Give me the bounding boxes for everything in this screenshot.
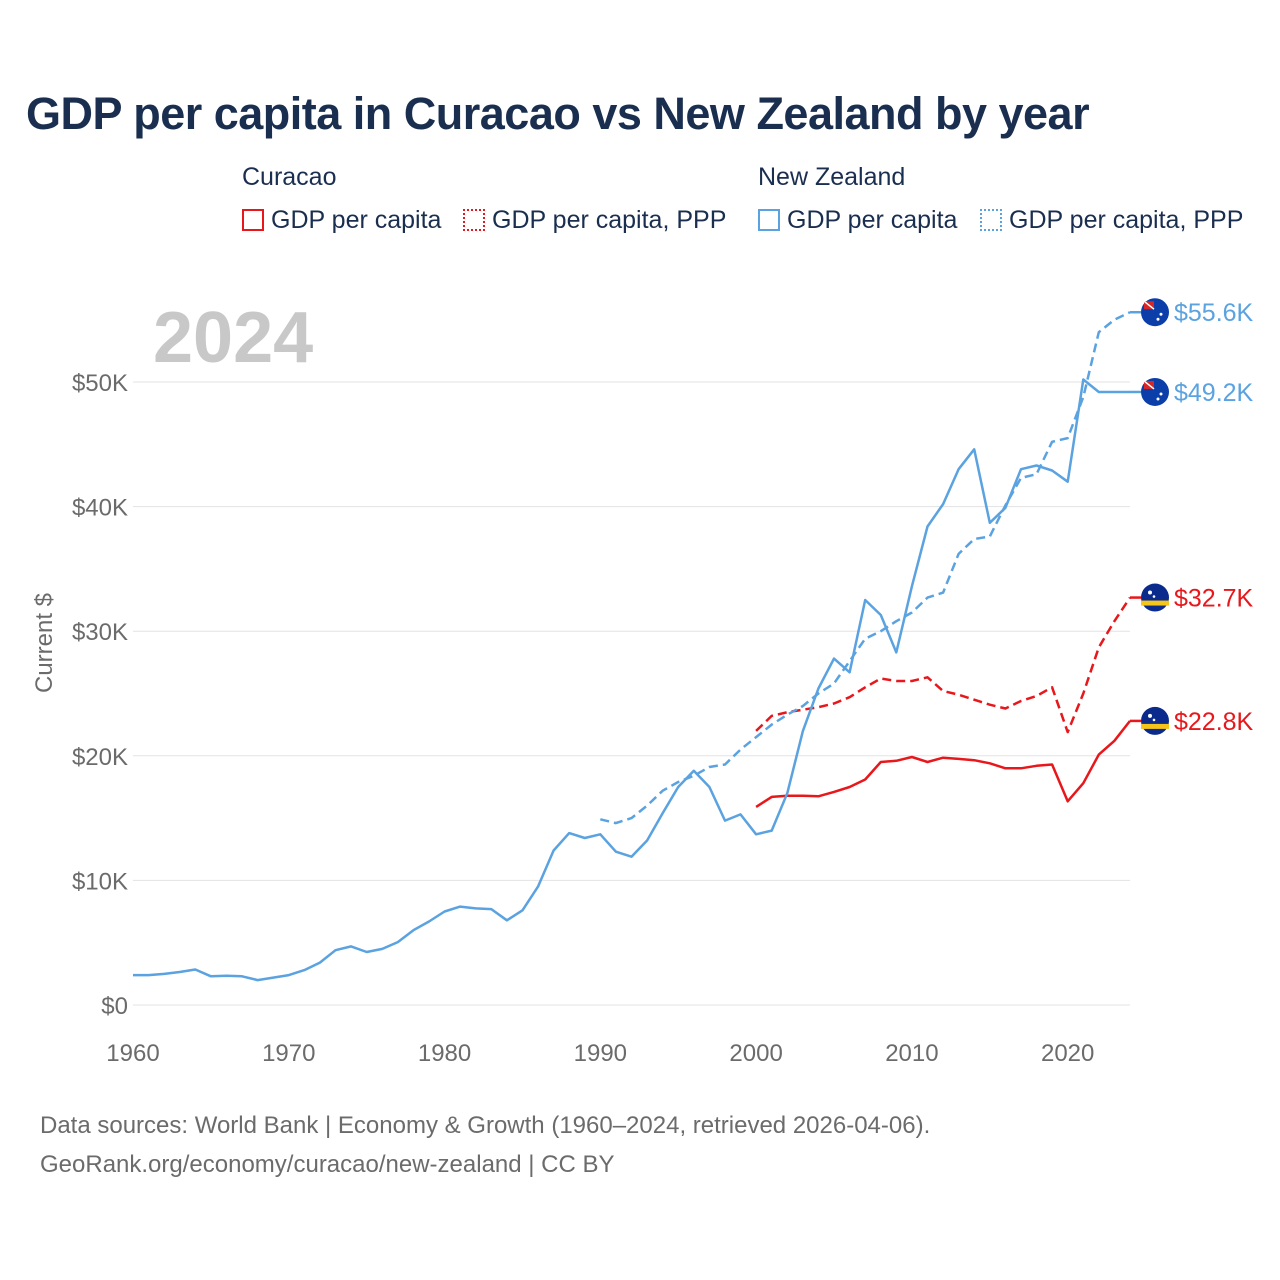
year-watermark: 2024 — [153, 298, 313, 378]
flag-field — [1141, 706, 1169, 735]
x-tick-label: 1970 — [262, 1040, 315, 1067]
legend-label: GDP per capita, PPP — [492, 205, 727, 234]
x-tick-label: 2010 — [885, 1040, 938, 1067]
legend-label: GDP per capita, PPP — [1009, 205, 1244, 234]
flag-cross — [1143, 300, 1155, 310]
x-tick-label: 1960 — [106, 1040, 159, 1067]
legend-item-curacao-gdp-ppp[interactable]: GDP per capita, PPP — [463, 205, 726, 235]
x-tick-label: 2000 — [729, 1040, 782, 1067]
x-tick-label: 1980 — [418, 1040, 471, 1067]
flag-cross — [1143, 380, 1155, 390]
y-tick-label: $20K — [72, 744, 128, 771]
y-tick-label: $0 — [101, 993, 128, 1020]
legend-item-new-zealand-gdp-ppp[interactable]: GDP per capita, PPP — [980, 205, 1243, 235]
legend-label: GDP per capita — [787, 205, 958, 234]
legend-swatch-solid-blue — [758, 209, 780, 231]
x-tick-label: 1990 — [574, 1040, 627, 1067]
curacao-gdp-ppp-line — [755, 596, 1132, 734]
legend-group-curacao: Curacao — [242, 163, 337, 191]
curacao-flag-icon — [1141, 583, 1169, 612]
flag-star — [1148, 713, 1152, 718]
flag-stripe — [1141, 600, 1169, 606]
legend-label: GDP per capita — [271, 205, 442, 234]
y-tick-label: $30K — [72, 619, 128, 646]
flag-star — [1152, 595, 1156, 598]
series-end-markers: $22.8K $32.7K $49.2K $55.6K — [1130, 298, 1254, 736]
gridlines — [133, 381, 1130, 1006]
y-tick-label: $10K — [72, 868, 128, 895]
end-value-label: $32.7K — [1174, 585, 1254, 613]
new-zealand-gdp-ppp-line — [600, 311, 1131, 825]
curacao-gdp-line — [755, 720, 1131, 808]
end-value-label: $49.2K — [1174, 379, 1254, 407]
chart-title: GDP per capita in Curacao vs New Zealand… — [26, 88, 1090, 139]
source-line-2[interactable]: GeoRank.org/economy/curacao/new-zealand … — [40, 1151, 615, 1178]
legend-item-new-zealand-gdp[interactable]: GDP per capita — [758, 205, 957, 235]
flag-stripe — [1141, 723, 1169, 729]
series-lines — [133, 311, 1132, 982]
new-zealand-flag-icon — [1141, 298, 1169, 327]
flag-star — [1159, 392, 1163, 396]
flag-field — [1141, 583, 1169, 612]
flag-star — [1148, 590, 1152, 595]
flag-star — [1156, 397, 1160, 401]
source-note: Data sources: World Bank | Economy & Gro… — [40, 1106, 930, 1184]
y-tick-label: $50K — [72, 370, 128, 397]
end-value-label: $55.6K — [1174, 299, 1254, 327]
flag-star — [1156, 317, 1160, 321]
flag-star — [1152, 718, 1156, 722]
y-tick-label: $40K — [72, 495, 128, 522]
source-line-1: Data sources: World Bank | Economy & Gro… — [40, 1112, 931, 1139]
legend-group-new-zealand: New Zealand — [758, 163, 906, 191]
x-axis-ticks: 1960 1970 1980 1990 2000 2010 2020 — [106, 1040, 1094, 1067]
legend-item-curacao-gdp[interactable]: GDP per capita — [242, 205, 441, 235]
legend-swatch-dotted-blue — [980, 209, 1002, 231]
curacao-flag-icon — [1141, 706, 1169, 735]
end-value-label: $22.8K — [1174, 708, 1254, 736]
y-axis-label: Current $ — [31, 593, 58, 693]
new-zealand-flag-icon — [1141, 377, 1169, 406]
new-zealand-gdp-line — [133, 378, 1130, 982]
legend-swatch-dotted-red — [463, 209, 485, 231]
y-axis-ticks: $0 $10K $20K $30K $40K $50K — [72, 370, 128, 1020]
legend-swatch-solid-red — [242, 209, 264, 231]
x-tick-label: 2020 — [1041, 1040, 1094, 1067]
flag-star — [1159, 312, 1163, 316]
